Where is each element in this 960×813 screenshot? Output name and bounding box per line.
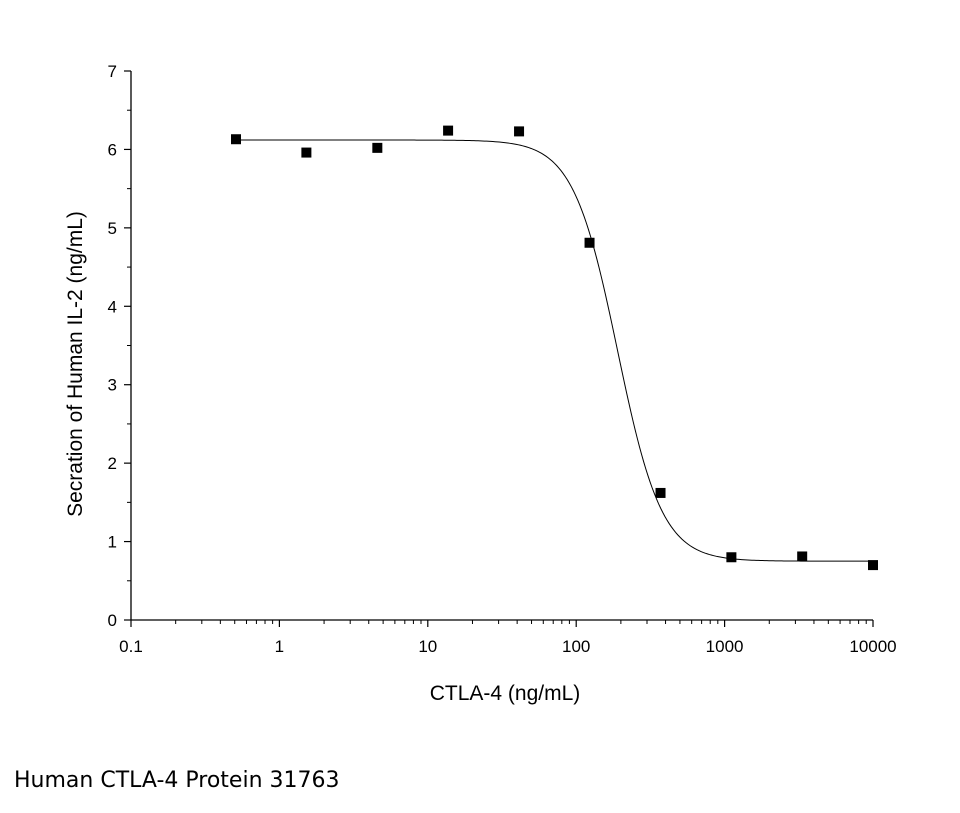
- y-tick-label: 5: [108, 219, 117, 238]
- data-point: [584, 237, 595, 248]
- y-tick-label: 6: [108, 140, 117, 159]
- y-axis-title: Secration of Human IL-2 (ng/mL): [64, 211, 87, 517]
- data-point: [301, 147, 312, 158]
- chart: 0.1 1 10 100 1000 10000 0 1 2 3 4 5 6 7 CTLA-4 (ng/m…: [64, 62, 897, 705]
- y-tick-label: 3: [108, 376, 117, 395]
- data-point: [231, 134, 242, 145]
- x-tick-labels: 0.1 1 10 100 1000 10000: [119, 637, 896, 656]
- data-point: [868, 560, 878, 571]
- y-tick-label: 7: [108, 62, 117, 81]
- data-point: [443, 125, 454, 136]
- y-tick-labels: 0 1 2 3 4 5 6 7: [108, 62, 117, 630]
- y-tick-label: 1: [108, 533, 117, 552]
- x-tick-label: 0.1: [119, 637, 143, 656]
- x-tick-label: 10: [418, 637, 437, 656]
- y-tick-label: 0: [108, 611, 117, 630]
- data-point: [797, 551, 808, 562]
- fit-curve-layer: [236, 139, 873, 562]
- x-tick-label: 100: [562, 637, 590, 656]
- x-tick-label: 10000: [849, 637, 896, 656]
- axes: [124, 70, 874, 627]
- figure-caption: Human CTLA-4 Protein 31763: [14, 768, 340, 793]
- y-tick-label: 4: [108, 297, 117, 316]
- data-points: [231, 125, 878, 571]
- y-tick-label: 2: [108, 454, 117, 473]
- fit-curve: [236, 139, 873, 562]
- x-tick-label: 1000: [706, 637, 744, 656]
- x-tick-label: 1: [275, 637, 284, 656]
- data-point: [726, 552, 737, 563]
- x-axis-title: CTLA-4 (ng/mL): [430, 682, 581, 705]
- data-point: [514, 126, 525, 137]
- data-point: [372, 142, 383, 153]
- data-point: [655, 487, 666, 498]
